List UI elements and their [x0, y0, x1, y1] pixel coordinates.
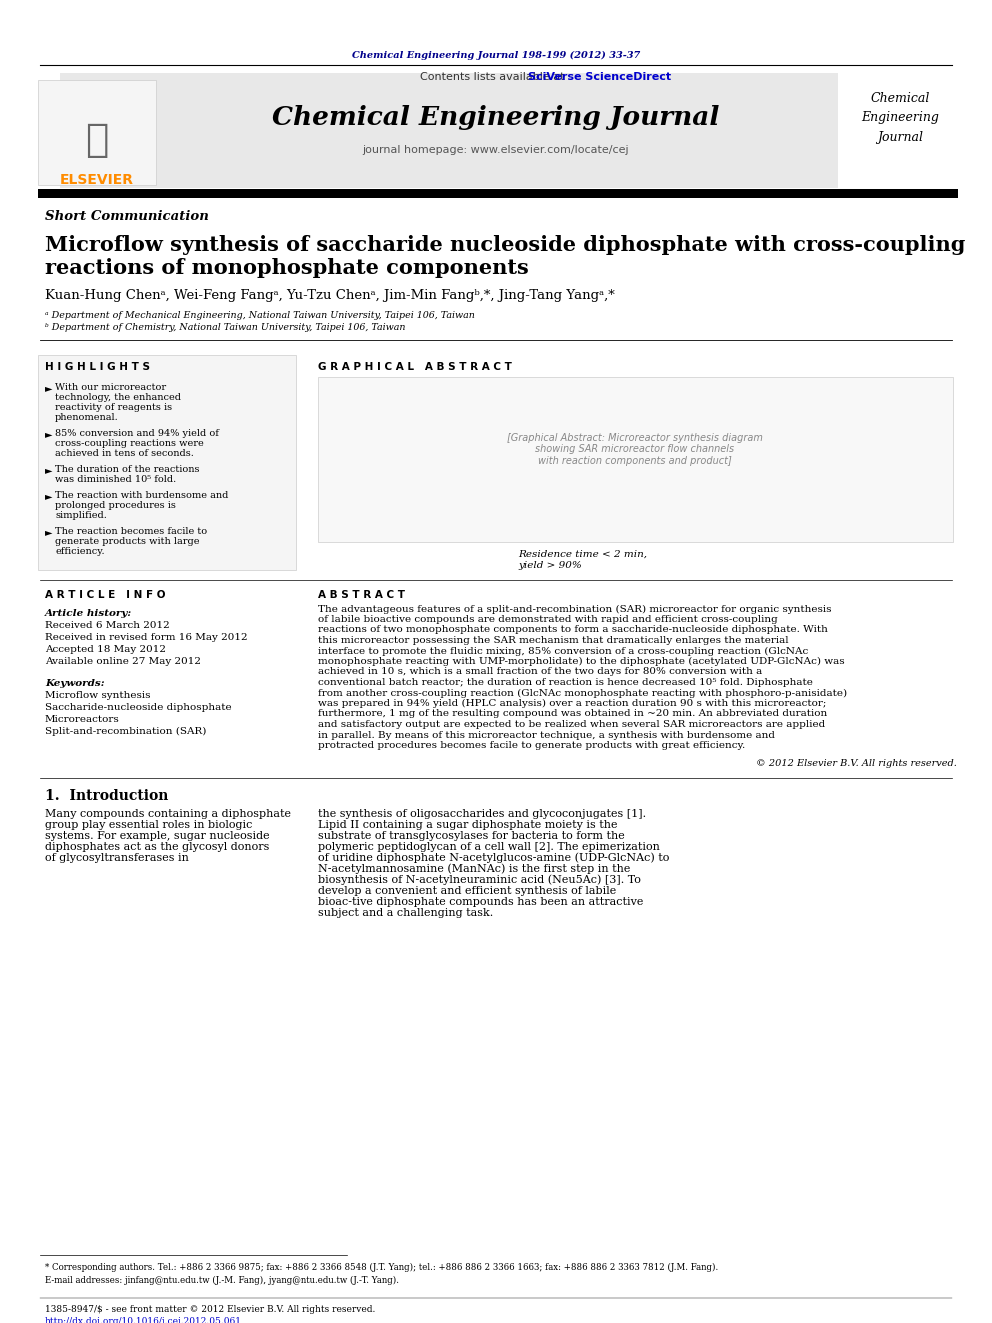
Text: from another cross-coupling reaction (GlcNAc monophosphate reacting with phospho: from another cross-coupling reaction (Gl… [318, 688, 847, 697]
Text: N-acetylmannosamine (ManNAc) is the first step in the: N-acetylmannosamine (ManNAc) is the firs… [318, 864, 630, 875]
Text: Residence time < 2 min,: Residence time < 2 min, [518, 549, 647, 558]
Text: Accepted 18 May 2012: Accepted 18 May 2012 [45, 644, 166, 654]
Text: and satisfactory output are expected to be realized when several SAR microreacto: and satisfactory output are expected to … [318, 720, 825, 729]
Text: G R A P H I C A L   A B S T R A C T: G R A P H I C A L A B S T R A C T [318, 363, 512, 372]
Text: reactions of two monophosphate components to form a saccharide-nucleoside diphos: reactions of two monophosphate component… [318, 626, 828, 635]
Text: biosynthesis of N-acetylneuraminic acid (Neu5Ac) [3]. To: biosynthesis of N-acetylneuraminic acid … [318, 875, 641, 885]
Text: The reaction with burdensome and: The reaction with burdensome and [55, 491, 228, 500]
Text: technology, the enhanced: technology, the enhanced [55, 393, 181, 402]
Text: 85% conversion and 94% yield of: 85% conversion and 94% yield of [55, 429, 219, 438]
Text: E-mail addresses: jinfang@ntu.edu.tw (J.-M. Fang), jyang@ntu.edu.tw (J.-T. Yang): E-mail addresses: jinfang@ntu.edu.tw (J.… [45, 1275, 399, 1285]
Text: this microreactor possessing the SAR mechanism that dramatically enlarges the ma: this microreactor possessing the SAR mec… [318, 636, 789, 646]
Text: furthermore, 1 mg of the resulting compound was obtained in ~20 min. An abbrevia: furthermore, 1 mg of the resulting compo… [318, 709, 827, 718]
Text: journal homepage: www.elsevier.com/locate/cej: journal homepage: www.elsevier.com/locat… [363, 146, 629, 155]
Text: subject and a challenging task.: subject and a challenging task. [318, 908, 493, 918]
Text: With our microreactor: With our microreactor [55, 382, 166, 392]
Bar [38, 355, 296, 570]
Text: diphosphates act as the glycosyl donors: diphosphates act as the glycosyl donors [45, 841, 270, 852]
Text: Lipid II containing a sugar diphosphate moiety is the: Lipid II containing a sugar diphosphate … [318, 820, 617, 830]
Text: achieved in 10 s, which is a small fraction of the two days for 80% conversion w: achieved in 10 s, which is a small fract… [318, 668, 762, 676]
Text: interface to promote the fluidic mixing, 85% conversion of a cross-coupling reac: interface to promote the fluidic mixing,… [318, 647, 808, 656]
Text: ►: ► [45, 527, 53, 537]
Text: Received in revised form 16 May 2012: Received in revised form 16 May 2012 [45, 632, 248, 642]
Text: Chemical Engineering Journal 198-199 (2012) 33-37: Chemical Engineering Journal 198-199 (20… [352, 50, 640, 60]
Text: ►: ► [45, 429, 53, 439]
Text: Microreactors: Microreactors [45, 714, 120, 724]
Text: of glycosyltransferases in: of glycosyltransferases in [45, 853, 188, 863]
Text: reactivity of reagents is: reactivity of reagents is [55, 404, 173, 411]
Text: was diminished 10⁵ fold.: was diminished 10⁵ fold. [55, 475, 177, 484]
Text: Microflow synthesis: Microflow synthesis [45, 691, 151, 700]
Text: Many compounds containing a diphosphate: Many compounds containing a diphosphate [45, 808, 291, 819]
Text: polymeric peptidoglycan of a cell wall [2]. The epimerization: polymeric peptidoglycan of a cell wall [… [318, 841, 660, 852]
Text: A B S T R A C T: A B S T R A C T [318, 590, 405, 601]
Text: * Corresponding authors. Tel.: +886 2 3366 9875; fax: +886 2 3366 8548 (J.T. Yan: * Corresponding authors. Tel.: +886 2 33… [45, 1262, 718, 1271]
Text: SciVerse ScienceDirect: SciVerse ScienceDirect [528, 71, 672, 82]
Text: the synthesis of oligosaccharides and glycoconjugates [1].: the synthesis of oligosaccharides and gl… [318, 808, 646, 819]
Text: Chemical Engineering Journal: Chemical Engineering Journal [273, 106, 719, 131]
Text: phenomenal.: phenomenal. [55, 413, 119, 422]
Text: achieved in tens of seconds.: achieved in tens of seconds. [55, 448, 193, 458]
Text: conventional batch reactor; the duration of reaction is hence decreased 10⁵ fold: conventional batch reactor; the duration… [318, 677, 812, 687]
Text: prolonged procedures is: prolonged procedures is [55, 501, 176, 509]
Text: protracted procedures becomes facile to generate products with great efficiency.: protracted procedures becomes facile to … [318, 741, 745, 750]
Text: Short Communication: Short Communication [45, 210, 209, 224]
Text: ᵃ Department of Mechanical Engineering, National Taiwan University, Taipei 106, : ᵃ Department of Mechanical Engineering, … [45, 311, 475, 319]
Text: Contents lists available at: Contents lists available at [420, 71, 568, 82]
Text: 🌳: 🌳 [85, 120, 109, 159]
Text: monophosphate reacting with UMP-morpholidate) to the diphosphate (acetylated UDP: monophosphate reacting with UMP-morpholi… [318, 658, 844, 665]
Text: group play essential roles in biologic: group play essential roles in biologic [45, 820, 252, 830]
Bar [318, 377, 953, 542]
Text: A R T I C L E   I N F O: A R T I C L E I N F O [45, 590, 166, 601]
Text: reactions of monophosphate components: reactions of monophosphate components [45, 258, 529, 278]
Text: substrate of transglycosylases for bacteria to form the: substrate of transglycosylases for bacte… [318, 831, 625, 841]
Text: H I G H L I G H T S: H I G H L I G H T S [45, 363, 150, 372]
Text: cross-coupling reactions were: cross-coupling reactions were [55, 439, 203, 448]
Text: 1.  Introduction: 1. Introduction [45, 789, 169, 803]
Text: Received 6 March 2012: Received 6 March 2012 [45, 620, 170, 630]
Bar [60, 73, 838, 188]
Text: ►: ► [45, 382, 53, 393]
Text: develop a convenient and efficient synthesis of labile: develop a convenient and efficient synth… [318, 886, 616, 896]
Bar [38, 79, 156, 185]
Text: ᵇ Department of Chemistry, National Taiwan University, Taipei 106, Taiwan: ᵇ Department of Chemistry, National Taiw… [45, 323, 406, 332]
Text: generate products with large: generate products with large [55, 537, 199, 546]
Text: ►: ► [45, 464, 53, 475]
Text: Saccharide-nucleoside diphosphate: Saccharide-nucleoside diphosphate [45, 703, 231, 712]
Text: bioac-tive diphosphate compounds has been an attractive: bioac-tive diphosphate compounds has bee… [318, 897, 644, 908]
Text: systems. For example, sugar nucleoside: systems. For example, sugar nucleoside [45, 831, 270, 841]
Text: Available online 27 May 2012: Available online 27 May 2012 [45, 656, 201, 665]
Text: The advantageous features of a split-and-recombination (SAR) microreactor for or: The advantageous features of a split-and… [318, 605, 831, 614]
Text: [Graphical Abstract: Microreactor synthesis diagram
showing SAR microreactor flo: [Graphical Abstract: Microreactor synthe… [507, 433, 763, 466]
Text: The duration of the reactions: The duration of the reactions [55, 464, 199, 474]
Text: Article history:: Article history: [45, 609, 132, 618]
Text: efficiency.: efficiency. [55, 546, 104, 556]
Text: ELSEVIER: ELSEVIER [60, 173, 134, 187]
Text: Microflow synthesis of saccharide nucleoside diphosphate with cross-coupling: Microflow synthesis of saccharide nucleo… [45, 235, 965, 255]
Text: 1385-8947/$ - see front matter © 2012 Elsevier B.V. All rights reserved.: 1385-8947/$ - see front matter © 2012 El… [45, 1304, 375, 1314]
Text: of labile bioactive compounds are demonstrated with rapid and efficient cross-co: of labile bioactive compounds are demons… [318, 615, 778, 624]
Text: of uridine diphosphate N-acetylglucos-amine (UDP-GlcNAc) to: of uridine diphosphate N-acetylglucos-am… [318, 853, 670, 864]
Text: simplified.: simplified. [55, 511, 107, 520]
Text: Kuan-Hung Chenᵃ, Wei-Feng Fangᵃ, Yu-Tzu Chenᵃ, Jim-Min Fangᵇ,*, Jing-Tang Yangᵃ,: Kuan-Hung Chenᵃ, Wei-Feng Fangᵃ, Yu-Tzu … [45, 288, 615, 302]
Text: was prepared in 94% yield (HPLC analysis) over a reaction duration 90 s with thi: was prepared in 94% yield (HPLC analysis… [318, 699, 826, 708]
Text: © 2012 Elsevier B.V. All rights reserved.: © 2012 Elsevier B.V. All rights reserved… [756, 759, 957, 769]
Text: Chemical
Engineering
Journal: Chemical Engineering Journal [861, 93, 939, 143]
Text: in parallel. By means of this microreactor technique, a synthesis with burdensom: in parallel. By means of this microreact… [318, 730, 775, 740]
Text: ►: ► [45, 491, 53, 501]
Text: The reaction becomes facile to: The reaction becomes facile to [55, 527, 207, 536]
Text: Keywords:: Keywords: [45, 679, 104, 688]
Text: yield > 90%: yield > 90% [518, 561, 581, 570]
Bar [38, 189, 958, 198]
Text: Split-and-recombination (SAR): Split-and-recombination (SAR) [45, 726, 206, 736]
Text: http://dx.doi.org/10.1016/j.cej.2012.05.061: http://dx.doi.org/10.1016/j.cej.2012.05.… [45, 1316, 242, 1323]
